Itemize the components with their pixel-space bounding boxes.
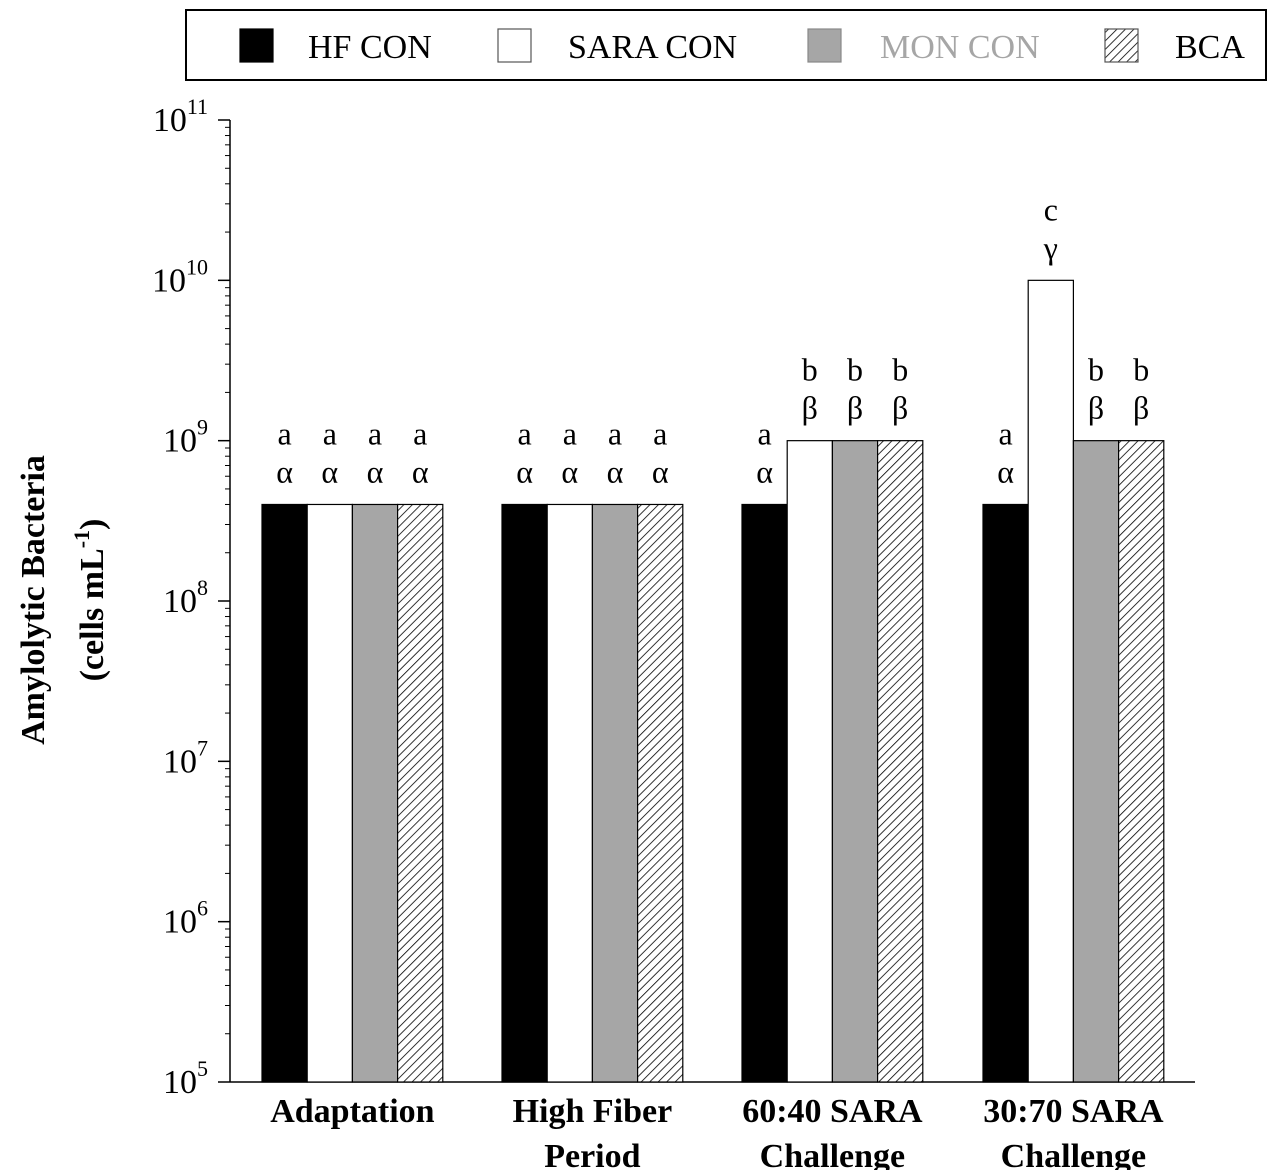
- bar-letter-label: a: [998, 415, 1012, 451]
- bar: [1027, 279, 1074, 1083]
- bar-letter-label: b: [1088, 352, 1104, 388]
- bar-greek-label: β: [847, 390, 863, 426]
- legend-swatch: [807, 28, 842, 63]
- bar: [741, 503, 788, 1083]
- bar: [591, 503, 639, 1083]
- bar-greek-label: β: [1088, 390, 1104, 426]
- y-tick-label: 1010: [152, 254, 208, 299]
- bar: [546, 503, 594, 1083]
- y-axis-title: Amylolytic Bacteria: [15, 455, 52, 745]
- legend-swatch: [1104, 28, 1139, 63]
- bar: [397, 503, 444, 1083]
- bar-letter-label: a: [323, 415, 337, 451]
- bar: [636, 503, 684, 1083]
- y-tick-label: 107: [163, 735, 208, 780]
- x-category-label: Adaptation: [270, 1093, 434, 1130]
- bar-greek-label: α: [997, 453, 1014, 489]
- bar-letter-label: a: [368, 415, 382, 451]
- bar-letter-label: a: [757, 415, 771, 451]
- y-tick-label: 105: [163, 1056, 208, 1101]
- bar-greek-label: β: [1133, 390, 1149, 426]
- bar-greek-label: α: [321, 453, 338, 489]
- bar-greek-label: α: [756, 453, 773, 489]
- legend-label: MON CON: [880, 29, 1040, 66]
- bar-letter-label: a: [608, 415, 622, 451]
- bar: [982, 503, 1029, 1083]
- bar-letter-label: b: [802, 352, 818, 388]
- bar-greek-label: α: [607, 453, 624, 489]
- bar: [351, 503, 399, 1083]
- x-category-label: Period: [544, 1138, 640, 1170]
- bar-letter-label: b: [892, 352, 908, 388]
- bar-letter-label: b: [847, 352, 863, 388]
- bar-greek-label: α: [367, 453, 384, 489]
- bar-greek-label: β: [892, 390, 908, 426]
- bar-letter-label: a: [413, 415, 427, 451]
- y-tick-label: 106: [163, 896, 208, 941]
- y-tick-label: 109: [163, 415, 208, 460]
- legend-label: SARA CON: [568, 29, 737, 66]
- bar-greek-label: α: [516, 453, 533, 489]
- y-tick-label: 108: [163, 575, 208, 620]
- x-category-label: Challenge: [1001, 1138, 1146, 1170]
- bar-greek-label: γ: [1043, 229, 1058, 265]
- bar: [501, 503, 548, 1083]
- legend-swatch: [497, 28, 532, 63]
- bar-letter-label: b: [1133, 352, 1149, 388]
- y-axis-unit: (cells mL-1): [69, 519, 111, 682]
- legend-label: BCA: [1175, 29, 1245, 66]
- x-category-label: Challenge: [760, 1138, 905, 1170]
- bar-letter-label: a: [653, 415, 667, 451]
- bar-letter-label: a: [517, 415, 531, 451]
- bar-greek-label: α: [276, 453, 293, 489]
- bar: [1072, 440, 1120, 1083]
- bar-greek-label: α: [561, 453, 578, 489]
- legend-box: [185, 9, 1267, 81]
- bar: [831, 440, 879, 1083]
- bar: [1117, 440, 1165, 1083]
- x-category-label: High Fiber: [513, 1093, 673, 1130]
- legend-swatch: [239, 28, 274, 63]
- bar-letter-label: a: [277, 415, 291, 451]
- bar-greek-label: β: [802, 390, 818, 426]
- y-tick-label: 1011: [153, 94, 208, 139]
- bar: [306, 503, 354, 1083]
- legend-label: HF CON: [308, 29, 432, 66]
- x-category-label: 30:70 SARA: [983, 1093, 1164, 1130]
- bar: [261, 503, 308, 1083]
- bar: [786, 440, 834, 1083]
- bar-greek-label: α: [412, 453, 429, 489]
- x-category-label: 60:40 SARA: [742, 1093, 923, 1130]
- bar: [876, 440, 924, 1083]
- bar-greek-label: α: [652, 453, 669, 489]
- bar-letter-label: c: [1044, 191, 1058, 227]
- bar-letter-label: a: [563, 415, 577, 451]
